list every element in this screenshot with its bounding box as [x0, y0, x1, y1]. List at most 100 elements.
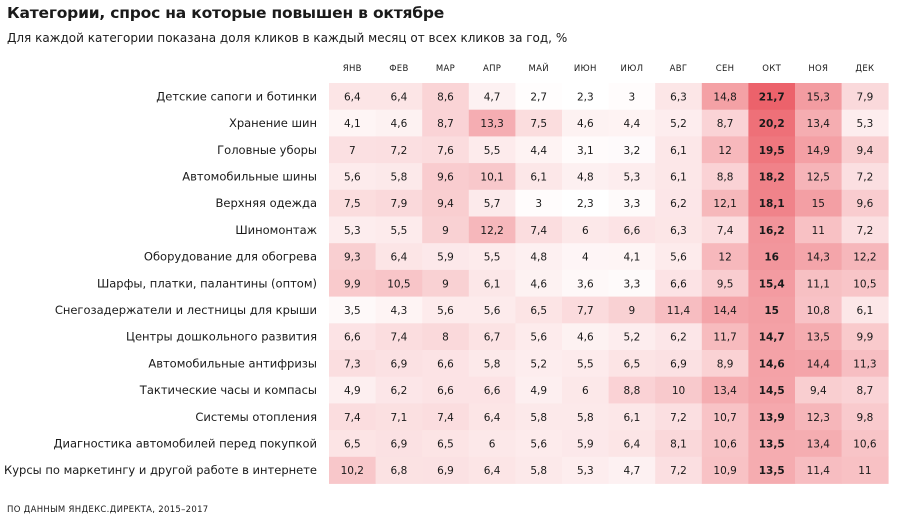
heatmap-cell [422, 109, 470, 137]
cell-value-label: 8 [442, 332, 449, 344]
row-label: Системы отопления [195, 410, 317, 424]
heatmap-cell [748, 350, 796, 378]
cell-value-label: 11,4 [667, 305, 691, 317]
cell-value-label: 10,9 [713, 465, 736, 477]
heatmap-cell [841, 430, 889, 458]
cell-value-label: 6,4 [391, 91, 408, 103]
heatmap-cell [562, 163, 609, 191]
cell-value-label: 6,6 [670, 278, 687, 290]
cell-value-label: 5,3 [577, 465, 594, 477]
cell-value-label: 5,5 [391, 225, 408, 237]
heatmap-cell [608, 430, 656, 458]
heatmap-cell [375, 376, 423, 404]
cell-value-label: 6,5 [437, 438, 454, 450]
cell-value-label: 5,8 [391, 171, 408, 183]
heatmap-cell [375, 216, 423, 244]
heatmap-cell [422, 269, 470, 297]
cell-value-label: 6,1 [857, 305, 874, 317]
cell-value-label: 12 [718, 145, 731, 157]
heatmap-cell [655, 136, 703, 164]
cell-value-label: 11,1 [807, 278, 830, 290]
column-label: ИЮН [574, 64, 597, 74]
heatmap-cell [795, 430, 842, 458]
heatmap-cell [515, 430, 563, 458]
heatmap-cell [329, 350, 376, 378]
heatmap-cell [422, 83, 470, 111]
heatmap-cell [701, 296, 749, 324]
cell-value-label: 13,5 [759, 438, 785, 450]
cell-value-label: 5,6 [530, 332, 547, 344]
heatmap-cell [562, 376, 609, 404]
cell-value-label: 5,2 [530, 358, 547, 370]
heatmap-cell [562, 350, 609, 378]
heatmap-cell [468, 216, 516, 244]
cell-value-label: 12,1 [713, 198, 736, 210]
cell-value-label: 6,9 [391, 358, 408, 370]
heatmap-cell [655, 83, 703, 111]
heatmap-cell [562, 323, 609, 351]
heatmap-cell [655, 403, 703, 431]
cell-value-label: 3,1 [577, 145, 594, 157]
heatmap-cell [468, 136, 516, 164]
heatmap-cell [748, 109, 796, 137]
heatmap-cell [795, 109, 842, 137]
cell-value-label: 5,3 [344, 225, 361, 237]
cell-value-label: 8,7 [437, 118, 454, 130]
cell-value-label: 9,6 [857, 198, 874, 210]
cell-value-label: 6,1 [530, 171, 547, 183]
heatmap-cell [375, 430, 423, 458]
cell-value-label: 8,7 [857, 385, 874, 397]
heatmap-cell [655, 243, 703, 271]
heatmap-cell [701, 403, 749, 431]
column-label: ИЮЛ [620, 64, 643, 74]
cell-value-label: 6,6 [437, 385, 454, 397]
heatmap-cell [375, 83, 423, 111]
cell-value-label: 6,5 [530, 305, 547, 317]
row-label: Оборудование для обогрева [144, 250, 317, 264]
heatmap-cell [329, 456, 376, 484]
cell-value-label: 7,2 [670, 412, 687, 424]
heatmap-cell [562, 83, 609, 111]
cell-value-label: 5,9 [577, 438, 594, 450]
heatmap-cell [608, 243, 656, 271]
cell-value-label: 5,3 [857, 118, 874, 130]
column-label: СЕН [716, 64, 735, 74]
heatmap-cell [422, 216, 470, 244]
cell-value-label: 7,9 [857, 91, 874, 103]
heatmap-cell [422, 403, 470, 431]
cell-value-label: 9,6 [437, 171, 454, 183]
cell-value-label: 4,4 [530, 145, 547, 157]
cell-value-label: 6,1 [670, 145, 687, 157]
cell-value-label: 13,4 [713, 385, 737, 397]
cell-value-label: 7,7 [577, 305, 594, 317]
heatmap-cell [655, 216, 703, 244]
heatmap-cell [655, 376, 703, 404]
cell-value-label: 3,5 [344, 305, 361, 317]
heatmap-cell [795, 243, 842, 271]
heatmap-cell [701, 109, 749, 137]
heatmap-cell [748, 216, 796, 244]
column-label: ФЕВ [389, 64, 408, 74]
cell-value-label: 6,6 [437, 358, 454, 370]
row-label: Диагностика автомобилей перед покупкой [54, 436, 318, 450]
heatmap-cell [841, 296, 889, 324]
cell-value-label: 5,6 [437, 305, 454, 317]
cell-value-label: 6 [489, 438, 496, 450]
cell-value-label: 9 [442, 225, 449, 237]
heatmap-cell [468, 109, 516, 137]
heatmap-cell [515, 456, 563, 484]
cell-value-label: 4,9 [344, 385, 361, 397]
heatmap-cell [329, 243, 376, 271]
cell-value-label: 15,4 [759, 278, 785, 290]
cell-value-label: 13,5 [807, 332, 830, 344]
heatmap-cell [748, 430, 796, 458]
cell-value-label: 3,3 [624, 198, 641, 210]
cell-value-label: 15,3 [807, 91, 830, 103]
heatmap-cell [748, 83, 796, 111]
cell-value-label: 4,6 [577, 118, 594, 130]
cell-value-label: 9,4 [857, 145, 874, 157]
heatmap-cell [608, 136, 656, 164]
heatmap-cell [329, 269, 376, 297]
cell-value-label: 9,5 [717, 278, 734, 290]
heatmap-cell [608, 456, 656, 484]
